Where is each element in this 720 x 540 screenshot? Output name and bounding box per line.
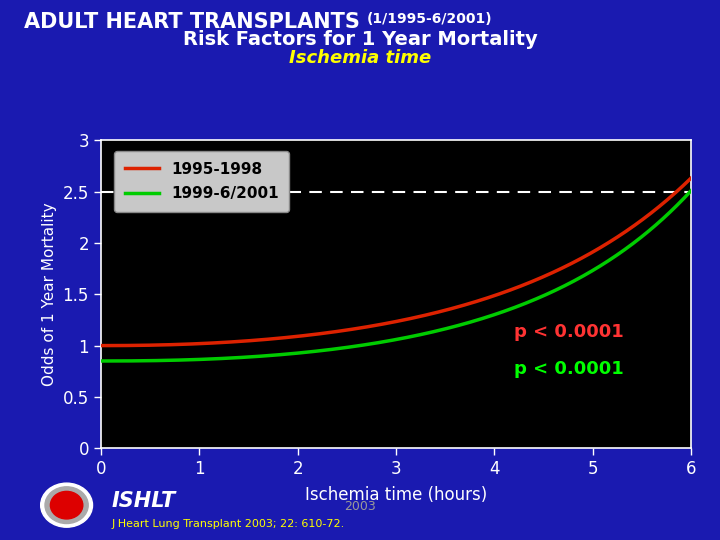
Legend: 1995-1998, 1999-6/2001: 1995-1998, 1999-6/2001 <box>114 151 289 212</box>
Text: (1/1995-6/2001): (1/1995-6/2001) <box>367 12 492 26</box>
Text: 2003: 2003 <box>344 500 376 513</box>
X-axis label: Ischemia time (hours): Ischemia time (hours) <box>305 487 487 504</box>
Text: p < 0.0001: p < 0.0001 <box>514 323 624 341</box>
Text: Risk Factors for 1 Year Mortality: Risk Factors for 1 Year Mortality <box>183 30 537 49</box>
Circle shape <box>45 487 89 524</box>
Text: p < 0.0001: p < 0.0001 <box>514 360 624 379</box>
Circle shape <box>41 483 93 527</box>
Circle shape <box>50 491 83 519</box>
Text: J Heart Lung Transplant 2003; 22: 610-72.: J Heart Lung Transplant 2003; 22: 610-72… <box>112 519 345 529</box>
Text: ADULT HEART TRANSPLANTS: ADULT HEART TRANSPLANTS <box>24 12 360 32</box>
Y-axis label: Odds of 1 Year Mortality: Odds of 1 Year Mortality <box>42 202 57 386</box>
Text: Ischemia time: Ischemia time <box>289 49 431 66</box>
Text: ISHLT: ISHLT <box>112 491 176 511</box>
